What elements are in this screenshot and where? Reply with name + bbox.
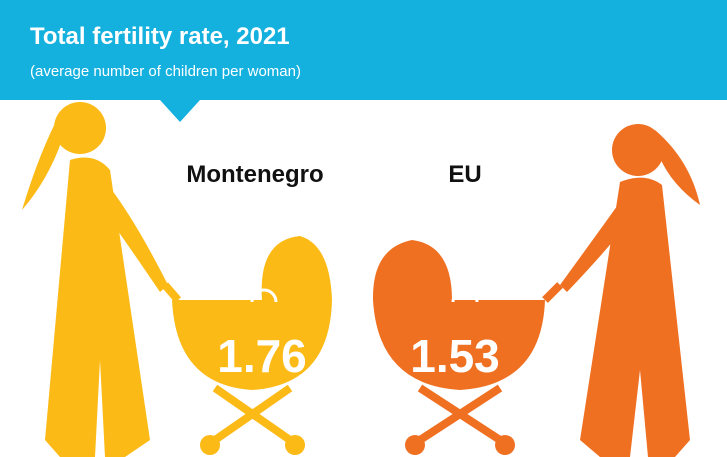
pram-right-wheels	[420, 388, 500, 440]
wheels	[405, 435, 515, 455]
country-label: EU	[448, 161, 481, 188]
woman-left	[22, 102, 168, 457]
wheels	[200, 435, 305, 455]
subtitle: (average number of children per woman)	[30, 63, 301, 80]
value: 1.53	[410, 330, 500, 382]
country-label: Montenegro	[186, 161, 323, 188]
header-band	[0, 0, 727, 122]
infographic: Total fertility rate, 2021 (average numb…	[0, 0, 727, 457]
pram-left-wheels	[215, 388, 290, 440]
value: 1.76	[217, 330, 307, 382]
page: Total fertility rate, 2021 (average numb…	[0, 0, 727, 457]
title: Total fertility rate, 2021	[30, 23, 290, 50]
woman-right	[560, 124, 700, 457]
